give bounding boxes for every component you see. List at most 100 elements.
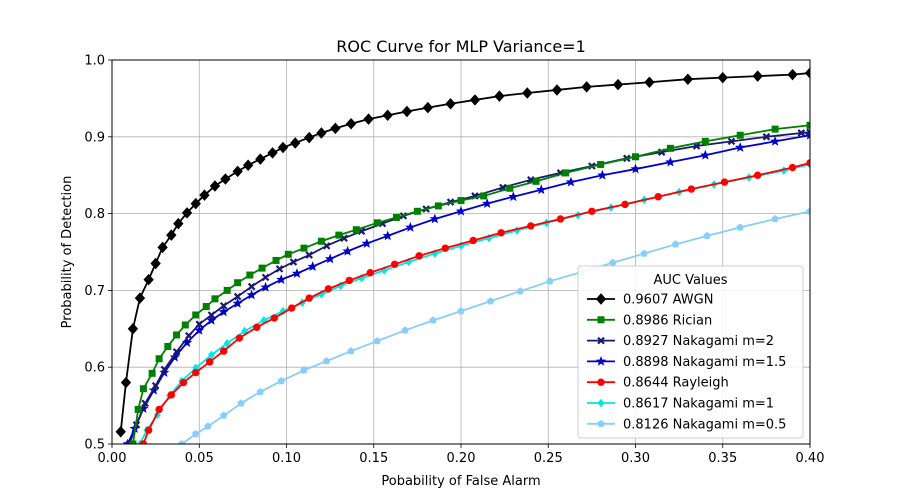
data-point	[455, 205, 467, 216]
data-point	[155, 405, 163, 414]
data-point	[445, 98, 456, 110]
data-point	[486, 297, 495, 305]
data-point	[155, 355, 163, 363]
data-point	[284, 250, 292, 258]
data-point	[190, 197, 201, 210]
data-point	[405, 222, 416, 232]
legend-box	[577, 265, 804, 439]
data-point	[324, 253, 336, 264]
data-point	[457, 197, 465, 205]
data-point	[797, 129, 806, 137]
legend-label: 0.8986 Rician	[623, 313, 712, 328]
data-point	[150, 257, 161, 270]
data-point	[597, 160, 605, 168]
data-point	[806, 207, 810, 215]
data-point	[632, 153, 639, 161]
data-point	[219, 301, 228, 310]
data-point	[178, 440, 186, 444]
data-point	[195, 320, 204, 328]
data-point	[223, 339, 231, 348]
legend-title: AUC Values	[653, 273, 727, 288]
x-tick-label: 0.20	[447, 451, 476, 466]
data-point	[640, 249, 648, 257]
data-point	[172, 348, 181, 356]
data-point	[665, 156, 676, 167]
data-point	[290, 137, 301, 149]
legend-item: 0.8986 Rician	[587, 313, 712, 328]
data-point	[127, 323, 139, 335]
data-point	[717, 71, 728, 84]
data-point	[219, 411, 228, 419]
data-point	[806, 128, 810, 136]
data-point	[469, 236, 477, 245]
data-point	[316, 127, 327, 139]
data-point	[457, 307, 465, 315]
data-point	[682, 73, 694, 85]
data-point	[612, 78, 624, 91]
data-point	[167, 391, 176, 399]
series-0-9607-awgn	[115, 67, 810, 438]
data-point	[305, 294, 313, 302]
data-point	[588, 207, 596, 215]
data-point	[621, 200, 629, 209]
data-point	[508, 191, 519, 202]
data-point	[556, 215, 565, 223]
data-point	[565, 176, 577, 187]
data-point	[253, 323, 261, 331]
data-point	[516, 287, 525, 295]
data-point	[277, 141, 289, 154]
legend-item: 0.8927 Nakagami m=2	[587, 334, 774, 349]
legend-swatch-marker	[597, 419, 605, 427]
data-point	[139, 385, 147, 393]
data-point	[207, 311, 216, 319]
data-point	[720, 178, 729, 186]
data-point	[134, 405, 142, 413]
data-point	[736, 223, 744, 231]
x-tick-label: 0.40	[796, 451, 825, 466]
data-point	[429, 213, 440, 224]
data-point	[256, 387, 265, 395]
series-0-8126-nakagami-m-0-5	[178, 207, 810, 444]
x-tick-label: 0.05	[185, 451, 214, 466]
data-point	[164, 342, 172, 350]
legend-swatch-marker	[597, 336, 605, 345]
data-point	[120, 376, 132, 389]
legend-label: 0.8617 Nakagami m=1	[623, 397, 774, 412]
data-point	[392, 213, 400, 221]
data-point	[144, 426, 153, 434]
legend-label: 0.8927 Nakagami m=2	[623, 334, 774, 349]
data-point	[480, 192, 488, 200]
data-point	[151, 381, 160, 390]
data-point	[342, 245, 353, 256]
data-point	[482, 198, 493, 208]
series-line	[126, 134, 810, 444]
data-point	[235, 334, 244, 342]
data-point	[330, 122, 341, 135]
data-point	[258, 264, 266, 272]
data-point	[546, 277, 554, 285]
data-point	[551, 84, 563, 96]
data-point	[324, 285, 333, 293]
data-point	[429, 316, 437, 324]
data-point	[390, 260, 399, 268]
legend-swatch-marker	[597, 398, 605, 408]
data-point	[169, 351, 180, 362]
data-point	[401, 105, 413, 118]
data-point	[143, 273, 154, 286]
data-point	[202, 303, 210, 311]
data-point	[300, 366, 308, 374]
data-point	[261, 273, 270, 282]
data-point	[220, 173, 231, 185]
data-point	[771, 125, 779, 133]
data-point	[232, 165, 243, 178]
data-point	[134, 292, 146, 304]
data-point	[234, 279, 242, 287]
data-point	[300, 244, 308, 252]
data-point	[304, 131, 315, 144]
data-point	[289, 258, 298, 266]
data-point	[687, 185, 696, 193]
data-point	[769, 136, 781, 146]
legend-swatch-marker	[597, 378, 605, 386]
data-point	[219, 347, 228, 355]
data-point	[361, 238, 372, 248]
